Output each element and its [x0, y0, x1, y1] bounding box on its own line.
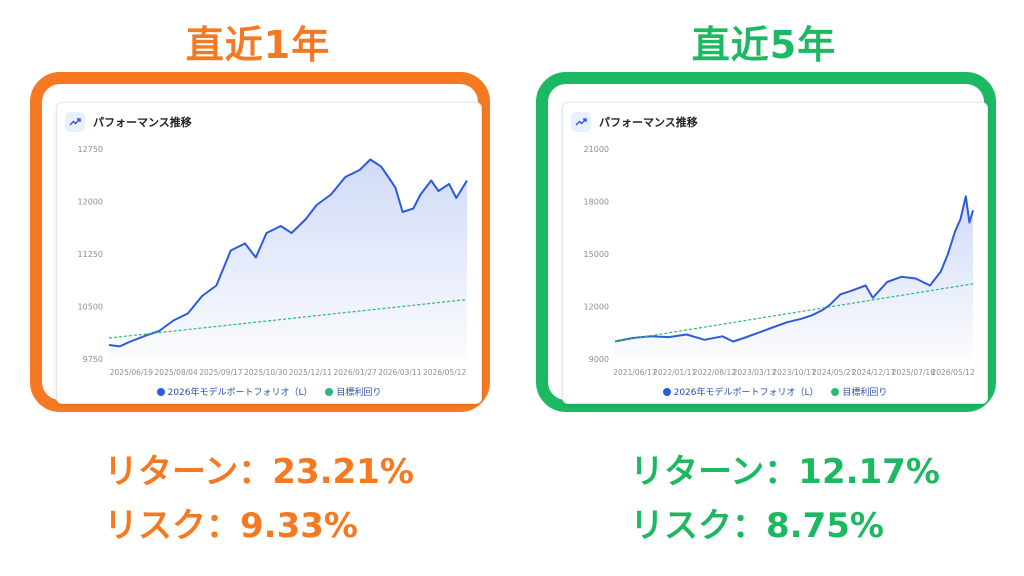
y-tick-label: 12000 [584, 303, 609, 312]
trend-up-icon [571, 112, 591, 132]
x-tick-label: 2024/05/21 [812, 368, 855, 377]
right-legend-portfolio[interactable]: 2026年モデルポートフォリオ（L） [662, 385, 819, 398]
legend-label: 目標利回り [336, 388, 382, 398]
left-legend-target[interactable]: 目標利回り [325, 385, 381, 398]
x-tick-label: 2026/03/11 [378, 368, 421, 377]
y-tick-label: 11250 [78, 250, 103, 259]
right-legend-target[interactable]: 目標利回り [831, 385, 887, 398]
x-tick-label: 2026/05/12 [423, 368, 466, 377]
legend-dot [662, 387, 671, 396]
x-tick-label: 2025/09/17 [199, 368, 242, 377]
right-title: 直近5年 [691, 23, 837, 67]
x-tick-label: 2022/01/11 [653, 368, 696, 377]
series-line-portfolio [614, 195, 974, 343]
right-performance-chart: 9000120001500018000210002021/06/172022/0… [584, 145, 975, 377]
y-tick-label: 9750 [83, 355, 103, 364]
left-risk-stat: リスク：9.33% [104, 506, 358, 546]
right-chart-card: パフォーマンス推移 9000 12000 15000 18000 21000 2021/0… [562, 102, 988, 404]
right-card-header: パフォーマンス推移 [571, 111, 698, 133]
series-line-portfolio [108, 158, 468, 348]
legend-dot [325, 387, 334, 396]
legend-label: 目標利回り [842, 388, 888, 398]
y-tick-label: 12000 [78, 198, 103, 207]
left-return-stat: リターン：23.21% [104, 452, 414, 492]
x-tick-label: 2025/07/18 [892, 368, 935, 377]
y-tick-label: 12750 [78, 145, 103, 154]
left-frame: パフォーマンス推移 9750 10500 11250 12000 12750 2025/0… [30, 72, 490, 412]
right-frame: パフォーマンス推移 9000 12000 15000 18000 21000 2021/0… [536, 72, 996, 412]
x-tick-label: 2025/12/11 [289, 368, 332, 377]
legend-dot [156, 387, 165, 396]
y-tick-label: 18000 [584, 198, 609, 207]
left-card-header: パフォーマンス推移 [65, 111, 192, 133]
y-tick-label: 21000 [584, 145, 609, 154]
right-legend: 2026年モデルポートフォリオ（L） 目標利回り [563, 385, 987, 399]
x-tick-label: 2025/06/19 [110, 368, 153, 377]
y-tick-label: 10500 [78, 303, 103, 312]
y-tick-label: 9000 [589, 355, 609, 364]
legend-label: 2026年モデルポートフォリオ（L） [673, 388, 819, 398]
left-title: 直近1年 [185, 23, 331, 67]
series-area [615, 196, 973, 359]
legend-dot [831, 387, 840, 396]
series-line-target [108, 298, 468, 339]
x-tick-label: 2025/08/04 [155, 368, 198, 377]
trend-up-icon [65, 112, 85, 132]
left-legend-portfolio[interactable]: 2026年モデルポートフォリオ（L） [156, 385, 313, 398]
x-tick-label: 2025/10/30 [244, 368, 287, 377]
left-chart-card: パフォーマンス推移 9750 10500 11250 12000 12750 2025/0… [56, 102, 482, 404]
x-tick-label: 2023/10/17 [772, 368, 815, 377]
left-legend: 2026年モデルポートフォリオ（L） 目標利回り [57, 385, 481, 399]
legend-label: 2026年モデルポートフォリオ（L） [167, 388, 313, 398]
right-risk-stat: リスク：8.75% [630, 506, 884, 546]
x-tick-label: 2022/08/12 [693, 368, 736, 377]
right-return-stat: リターン：12.17% [630, 452, 940, 492]
x-tick-label: 2021/06/17 [613, 368, 656, 377]
x-tick-label: 2023/03/17 [733, 368, 776, 377]
right-card-title: パフォーマンス推移 [599, 116, 698, 129]
y-tick-label: 15000 [584, 250, 609, 259]
x-tick-label: 2026/01/27 [334, 368, 377, 377]
x-tick-label: 2026/05/12 [931, 368, 974, 377]
series-line-target [614, 283, 974, 343]
x-tick-label: 2024/12/17 [852, 368, 895, 377]
left-card-title: パフォーマンス推移 [93, 116, 192, 129]
